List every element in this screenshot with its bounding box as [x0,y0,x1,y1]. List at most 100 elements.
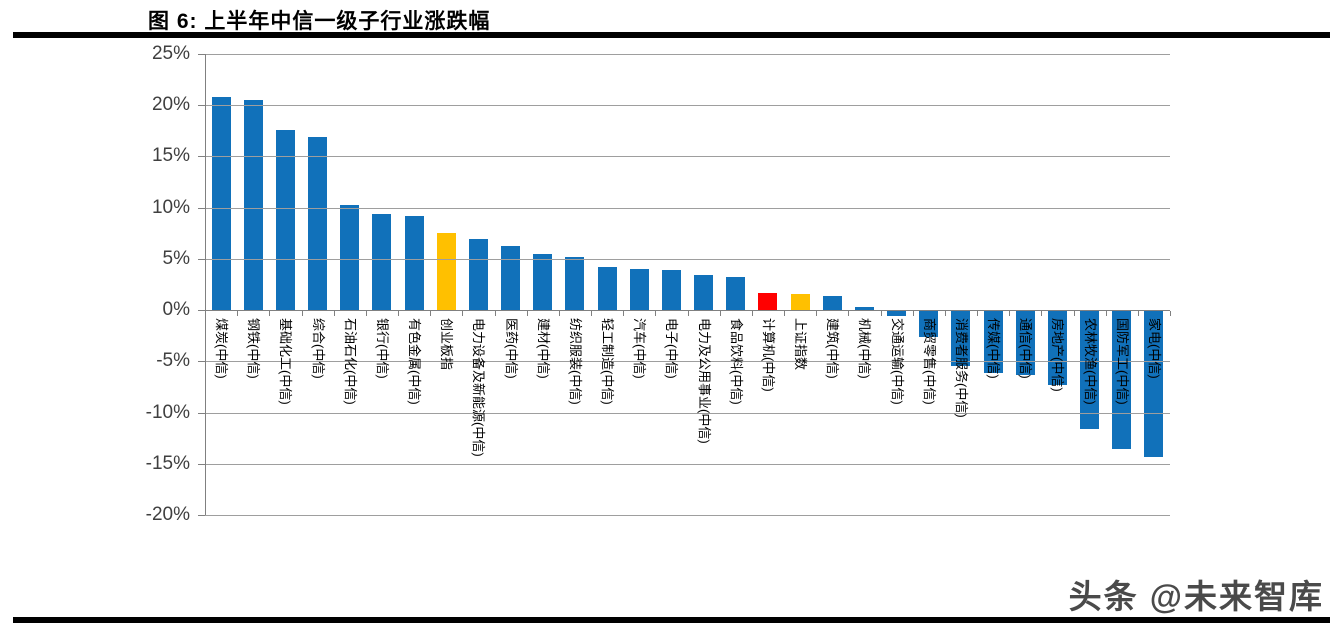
x-axis-tick [719,311,721,316]
gridline--15% [205,463,1170,465]
category-label-交通运输(中信): 交通运输(中信) [889,318,905,405]
category-label-计算机(中信): 计算机(中信) [760,318,776,392]
category-label-煤炭(中信): 煤炭(中信) [214,318,230,379]
bar-银行(中信) [372,213,392,310]
x-axis-tick [1105,311,1107,316]
x-axis-tick [912,311,914,316]
y-tick--10% [198,412,205,414]
x-axis-line [205,310,1170,311]
bar-煤炭(中信) [211,96,231,310]
y-tick--5% [198,361,205,363]
x-axis-tick [848,311,850,316]
x-axis-tick [1009,311,1011,316]
x-axis-tick [398,311,399,316]
x-axis-tick [237,311,239,316]
category-label-银行(中信): 银行(中信) [374,318,390,379]
bar-电力及公用事业(中信) [694,275,714,310]
gridline-10% [205,207,1170,209]
x-axis-tick [944,311,946,316]
bar-钢铁(中信) [243,99,263,310]
x-axis-tick [1137,311,1139,316]
category-label-汽车(中信): 汽车(中信) [632,318,648,379]
x-axis-tick [751,311,753,316]
figure-title: 图 6: 上半年中信一级子行业涨跌幅 [148,10,491,33]
bar-房地产(中信) [1047,311,1067,385]
watermark-text: 头条 @未来智库 [1068,578,1324,615]
bar-基础化工(中信) [275,129,295,310]
y-tick-20% [198,105,205,106]
bar-计算机(中信) [758,292,778,310]
x-axis-tick [816,311,818,316]
x-axis-tick [269,311,271,316]
bar-消费者服务(中信) [951,311,971,367]
category-label-医药(中信): 医药(中信) [503,318,519,379]
category-label-机械(中信): 机械(中信) [857,318,873,379]
bar-综合(中信) [308,136,328,310]
y-tick-label--10%: -10% [145,401,190,423]
bar-医药(中信) [501,246,521,310]
gridline-20% [205,105,1170,106]
y-tick--15% [198,463,205,465]
category-label-通信(中信): 通信(中信) [1018,318,1034,379]
bar-轻工制造(中信) [597,266,617,310]
bar-国防军工(中信) [1112,311,1132,450]
bar-通信(中信) [1015,311,1035,375]
x-axis-tick [784,311,785,316]
bar-农林牧渔(中信) [1080,311,1100,429]
category-label-消费者服务(中信): 消费者服务(中信) [953,318,969,418]
x-axis-tick [1041,311,1043,316]
y-tick-10% [198,207,205,209]
category-label-建筑(中信): 建筑(中信) [825,318,841,379]
x-axis-tick [655,311,657,316]
x-axis-tick [494,311,496,316]
category-label-综合(中信): 综合(中信) [310,318,326,379]
category-label-基础化工(中信): 基础化工(中信) [278,318,294,405]
bar-机械(中信) [854,306,874,310]
bar-建筑(中信) [822,295,842,310]
category-label-纺织服装(中信): 纺织服装(中信) [567,318,583,405]
bar-纺织服装(中信) [565,256,585,310]
gridline-15% [205,156,1170,158]
bar-传媒(中信) [983,311,1003,373]
y-axis-line [205,53,206,515]
y-tick-label--15%: -15% [145,452,190,474]
y-tick-5% [198,258,205,260]
x-axis-tick [526,311,528,316]
category-label-房地产(中信): 房地产(中信) [1050,318,1066,392]
category-label-有色金属(中信): 有色金属(中信) [407,318,423,405]
x-axis-tick [1170,311,1171,316]
category-label-农林牧渔(中信): 农林牧渔(中信) [1082,318,1098,405]
x-axis-tick [430,311,432,316]
bar-有色金属(中信) [404,215,424,310]
y-tick-label-20%: 20% [151,94,190,115]
bottom-divider-rule [13,617,1330,623]
category-label-创业板指: 创业板指 [439,318,455,371]
x-axis-tick [365,311,367,316]
bar-电子(中信) [661,270,681,310]
category-label-电力及公用事业(中信): 电力及公用事业(中信) [696,318,712,444]
gridline--10% [205,412,1170,414]
bar-汽车(中信) [629,269,649,310]
gridline--20% [205,515,1170,516]
bar-上证指数 [790,293,810,310]
y-tick-label-15%: 15% [151,145,190,167]
category-label-电子(中信): 电子(中信) [664,318,680,379]
gridline-25% [205,53,1170,55]
x-axis-tick [301,311,303,316]
category-label-石油石化(中信): 石油石化(中信) [342,318,358,405]
category-label-传媒(中信): 传媒(中信) [986,318,1002,379]
gridline--5% [205,361,1170,363]
y-tick-label--20%: -20% [145,504,190,525]
y-tick-label--5%: -5% [156,350,190,372]
y-tick-label-5%: 5% [162,247,190,269]
top-divider-rule [13,32,1330,38]
y-tick-0% [198,310,205,311]
x-axis-tick [462,311,464,316]
bar-创业板指 [436,233,456,310]
bar-石油石化(中信) [340,205,360,310]
category-label-上证指数: 上证指数 [793,318,809,371]
y-tick-label-10%: 10% [151,196,190,218]
x-axis-tick [687,311,689,316]
y-tick-25% [198,53,205,55]
